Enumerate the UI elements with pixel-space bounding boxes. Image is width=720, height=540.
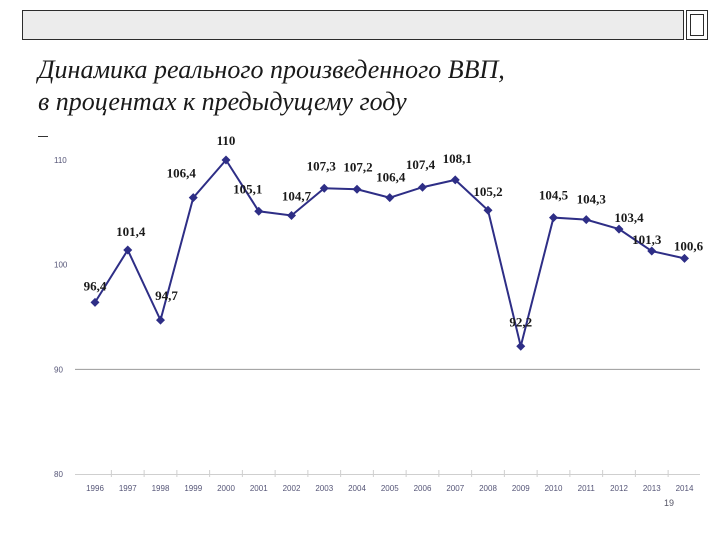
- x-tick-label: 2010: [545, 484, 563, 493]
- data-point-marker: [287, 210, 296, 220]
- data-point-marker: [254, 206, 264, 216]
- x-tick-label: 1999: [184, 484, 202, 493]
- x-tick-label: 2011: [578, 484, 596, 493]
- data-label: 107,2: [343, 159, 372, 174]
- x-tick-label: 2001: [250, 484, 268, 493]
- data-point-marker: [418, 182, 427, 192]
- data-point-marker: [614, 224, 624, 234]
- data-point-marker: [647, 246, 657, 256]
- data-point-marker: [516, 341, 526, 351]
- decorative-dash: [38, 136, 48, 137]
- data-point-marker: [319, 183, 329, 193]
- data-label: 105,2: [473, 184, 502, 199]
- data-point-marker: [188, 193, 198, 203]
- data-label: 103,4: [614, 210, 644, 225]
- data-label: 110: [217, 133, 236, 148]
- data-label: 94,7: [155, 288, 178, 303]
- data-point-marker: [123, 245, 133, 255]
- y-tick-label: 80: [54, 470, 63, 479]
- data-point-marker: [90, 297, 100, 307]
- x-tick-label: 2014: [676, 484, 694, 493]
- data-label: 101,3: [632, 232, 662, 247]
- x-tick-label: 2004: [348, 484, 366, 493]
- data-label: 107,3: [307, 158, 337, 173]
- x-tick-label: 1998: [152, 484, 170, 493]
- data-label: 104,3: [577, 192, 607, 207]
- header-bar: [22, 10, 684, 40]
- data-point-marker: [483, 205, 493, 215]
- data-label: 106,4: [376, 170, 406, 185]
- data-label: 104,5: [539, 188, 569, 203]
- y-tick-label: 100: [54, 261, 68, 270]
- x-tick-label: 2012: [610, 484, 628, 493]
- slide-title: Динамика реального произведенного ВВП, в…: [38, 54, 678, 118]
- data-point-marker: [581, 215, 591, 225]
- x-tick-label: 2007: [446, 484, 464, 493]
- x-tick-label: 1996: [86, 484, 104, 493]
- data-point-marker: [156, 315, 165, 325]
- data-label: 92,2: [509, 314, 532, 329]
- x-tick-label: 2009: [512, 484, 530, 493]
- header-box: [686, 10, 708, 40]
- x-tick-label: 2000: [217, 484, 235, 493]
- x-tick-label: 1997: [119, 484, 137, 493]
- data-label: 101,4: [116, 224, 146, 239]
- data-point-marker: [352, 184, 362, 194]
- data-label: 106,4: [167, 166, 197, 181]
- x-tick-label: 2013: [643, 484, 661, 493]
- data-label: 100,6: [674, 238, 704, 253]
- data-point-marker: [450, 175, 460, 185]
- series-line: [94, 158, 685, 347]
- data-label: 96,4: [84, 278, 107, 293]
- data-point-marker: [680, 253, 689, 263]
- x-tick-label: 2008: [479, 484, 497, 493]
- data-label: 107,4: [406, 157, 436, 172]
- data-point-marker: [385, 193, 395, 203]
- x-tick-label: 2006: [414, 484, 432, 493]
- y-tick-label: 110: [54, 156, 67, 165]
- data-label: 108,1: [443, 151, 472, 166]
- data-point-marker: [549, 213, 558, 223]
- x-tick-label: 2003: [315, 484, 333, 493]
- x-tick-label: 2002: [283, 484, 301, 493]
- data-point-marker: [221, 155, 231, 165]
- page-number: 19: [664, 498, 675, 508]
- data-label: 104,7: [282, 188, 312, 203]
- slide-title-line-2: в процентах к предыдущему году: [38, 87, 407, 116]
- x-tick-label: 2005: [381, 484, 399, 493]
- y-tick-label: 90: [54, 365, 63, 374]
- data-label: 105,1: [233, 181, 262, 196]
- slide-title-line-1: Динамика реального произведенного ВВП,: [38, 55, 505, 84]
